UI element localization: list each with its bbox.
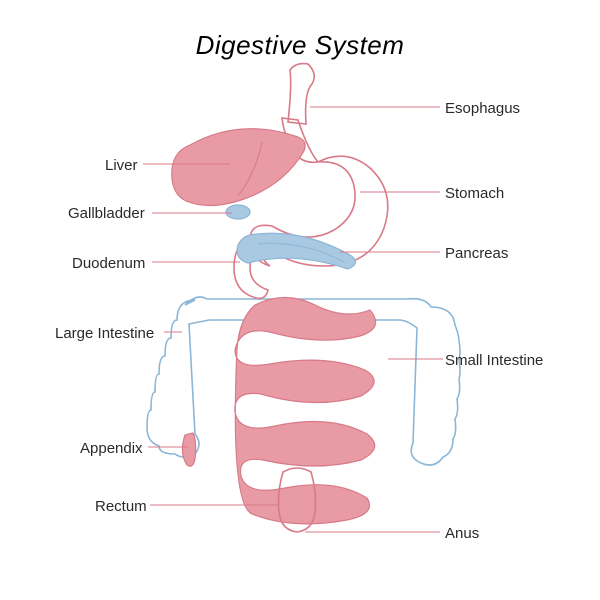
label-rectum: Rectum bbox=[95, 498, 147, 515]
liver bbox=[172, 129, 305, 206]
label-pancreas: Pancreas bbox=[445, 245, 508, 262]
small-intestine bbox=[235, 298, 376, 524]
label-anus: Anus bbox=[445, 525, 479, 542]
gallbladder bbox=[226, 205, 250, 219]
label-esophagus: Esophagus bbox=[445, 100, 520, 117]
esophagus bbox=[288, 64, 314, 124]
label-liver: Liver bbox=[105, 157, 138, 174]
label-large-intestine: Large Intestine bbox=[55, 325, 154, 342]
label-appendix: Appendix bbox=[80, 440, 143, 457]
digestive-diagram bbox=[0, 0, 600, 600]
label-gallbladder: Gallbladder bbox=[68, 205, 145, 222]
label-stomach: Stomach bbox=[445, 185, 504, 202]
appendix bbox=[182, 433, 195, 466]
label-duodenum: Duodenum bbox=[72, 255, 145, 272]
label-small-intestine: Small Intestine bbox=[445, 352, 543, 369]
